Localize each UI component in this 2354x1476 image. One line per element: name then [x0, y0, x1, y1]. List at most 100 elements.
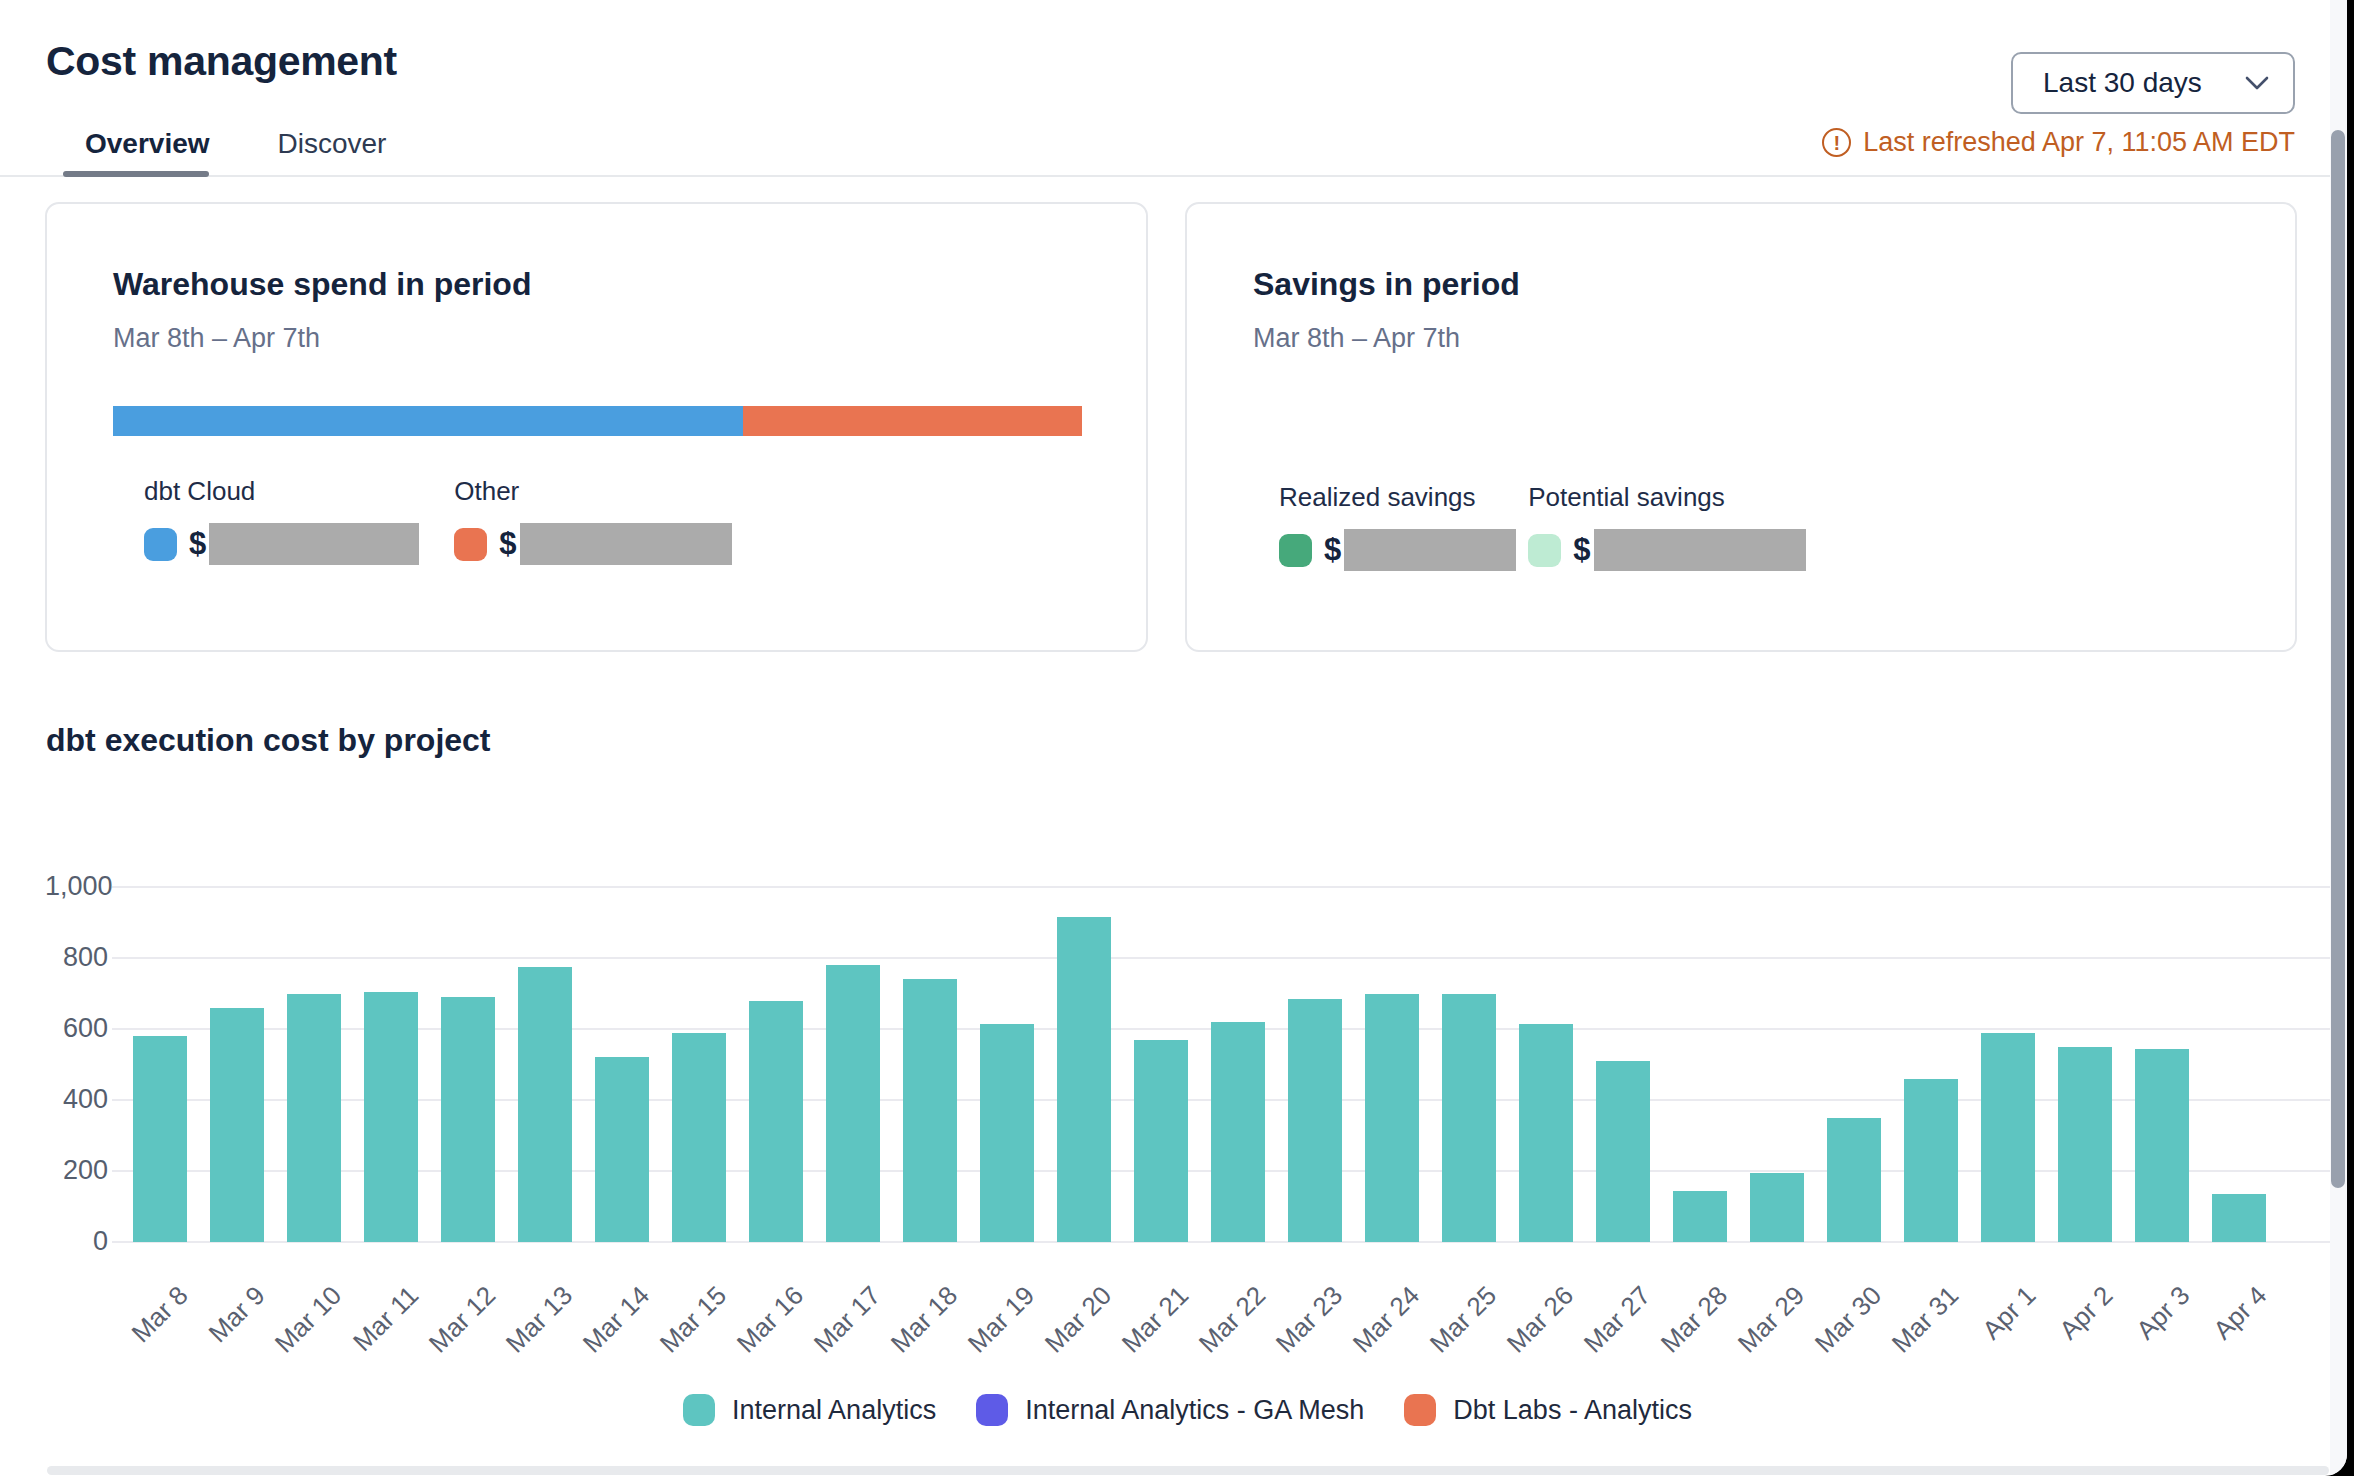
chart-bar [1519, 1024, 1573, 1242]
horizontal-scrollbar[interactable] [47, 1466, 2329, 1475]
chart-bar-segment [518, 967, 572, 1242]
x-axis-label: Mar 31 [1886, 1280, 1965, 1359]
chart-bar [1673, 1191, 1727, 1242]
x-axis-label: Mar 10 [269, 1280, 348, 1359]
chart-bar [364, 992, 418, 1242]
legend-item-label: Internal Analytics - GA Mesh [1025, 1395, 1364, 1426]
vertical-scrollbar-thumb[interactable] [2331, 130, 2345, 1188]
chart-bar [1211, 1022, 1265, 1242]
x-axis-label: Mar 19 [962, 1280, 1041, 1359]
last-refreshed-text: Last refreshed Apr 7, 11:05 AM EDT [1863, 127, 2295, 158]
chart-bar-segment [1673, 1191, 1727, 1242]
x-axis-label: Mar 20 [1039, 1280, 1118, 1359]
tab-overview[interactable]: Overview [85, 128, 210, 160]
x-axis-label: Mar 29 [1732, 1280, 1811, 1359]
warehouse-spend-card: Warehouse spend in period Mar 8th – Apr … [45, 202, 1148, 652]
x-axis-label: Mar 23 [1270, 1280, 1349, 1359]
spend-legend-other: Other $ [454, 476, 731, 565]
chart-bar-segment [133, 1036, 187, 1242]
chart-bar-segment [287, 994, 341, 1243]
gridline [112, 957, 2330, 959]
chart-bar [980, 1024, 1034, 1242]
chart-bar-segment [1750, 1173, 1804, 1242]
y-axis-label: 600 [45, 1013, 108, 1044]
exclamation-circle-icon: ! [1822, 128, 1851, 157]
vertical-scrollbar-track[interactable] [2330, 0, 2347, 1476]
x-axis-label: Mar 28 [1655, 1280, 1734, 1359]
card-title: Savings in period [1253, 266, 2229, 303]
tab-discover[interactable]: Discover [278, 128, 387, 160]
x-axis-label: Mar 11 [347, 1280, 425, 1358]
legend-label: Realized savings [1279, 482, 1516, 513]
currency-symbol: $ [499, 526, 516, 562]
x-axis-label: Mar 15 [654, 1280, 733, 1359]
chart-bar [1134, 1040, 1188, 1242]
x-axis-label: Mar 18 [885, 1280, 964, 1359]
last-refreshed-status: ! Last refreshed Apr 7, 11:05 AM EDT [1822, 127, 2295, 158]
chart-legend-item[interactable]: Internal Analytics - GA Mesh [976, 1394, 1364, 1426]
chart-bar-segment [980, 1024, 1034, 1242]
spend-segment [113, 406, 743, 436]
chart-legend-item[interactable]: Internal Analytics [683, 1394, 936, 1426]
card-date-range: Mar 8th – Apr 7th [113, 323, 1080, 354]
chart-bar [826, 965, 880, 1242]
period-select-dropdown[interactable]: Last 30 days [2011, 52, 2295, 114]
chart-bar [2058, 1047, 2112, 1242]
chart-bar-segment [2135, 1049, 2189, 1242]
chart-bar-segment [364, 992, 418, 1242]
y-axis-label: 800 [45, 942, 108, 973]
x-axis-label: Mar 25 [1424, 1280, 1503, 1359]
chart-bar [1365, 994, 1419, 1243]
execution-cost-chart: 02004006008001,000Mar 8Mar 9Mar 10Mar 11… [45, 860, 2330, 1360]
potential-savings-group: Potential savings $ [1528, 482, 1805, 571]
chart-bar [1442, 994, 1496, 1243]
chart-bar-segment [2212, 1194, 2266, 1242]
realized-savings-swatch [1279, 534, 1312, 567]
chart-bar [1981, 1033, 2035, 1242]
period-select-value: Last 30 days [2043, 67, 2202, 99]
chart-bar-segment [210, 1008, 264, 1242]
masked-value [1594, 529, 1806, 571]
legend-swatch [683, 1394, 715, 1426]
realized-savings-group: Realized savings $ [1279, 482, 1516, 571]
gridline [112, 886, 2330, 888]
legend-item-label: Dbt Labs - Analytics [1453, 1395, 1692, 1426]
chart-bar [1288, 999, 1342, 1242]
header-divider [0, 175, 2347, 177]
other-swatch [454, 528, 487, 561]
x-axis-label: Mar 12 [423, 1280, 502, 1359]
masked-value [209, 523, 419, 565]
chart-bar-segment [1365, 994, 1419, 1243]
legend-swatch [976, 1394, 1008, 1426]
card-title: Warehouse spend in period [113, 266, 1080, 303]
y-axis-label: 400 [45, 1084, 108, 1115]
chart-legend-item[interactable]: Dbt Labs - Analytics [1404, 1394, 1692, 1426]
x-axis-label: Apr 1 [1976, 1280, 2042, 1346]
x-axis-label: Mar 14 [577, 1280, 656, 1359]
legend-label: dbt Cloud [144, 476, 419, 507]
chart-legend: Internal Analytics Internal Analytics - G… [45, 1394, 2330, 1426]
x-axis-label: Mar 21 [1116, 1280, 1195, 1359]
chart-bar [287, 994, 341, 1243]
chart-bar-segment [672, 1033, 726, 1242]
card-date-range: Mar 8th – Apr 7th [1253, 323, 2229, 354]
chart-bar-segment [1981, 1033, 2035, 1242]
chevron-down-icon [2245, 76, 2269, 90]
x-axis-label: Mar 27 [1578, 1280, 1657, 1359]
x-axis-label: Apr 3 [2130, 1280, 2196, 1346]
chart-bar [1750, 1173, 1804, 1242]
chart-bar [210, 1008, 264, 1242]
chart-bar-segment [1211, 1022, 1265, 1242]
currency-symbol: $ [189, 526, 206, 562]
x-axis-label: Mar 16 [731, 1280, 810, 1359]
chart-bar-segment [826, 965, 880, 1242]
x-axis-label: Mar 17 [808, 1280, 887, 1359]
chart-bar [2135, 1049, 2189, 1242]
legend-label: Other [454, 476, 731, 507]
chart-bar [441, 997, 495, 1242]
chart-bar-segment [1904, 1079, 1958, 1242]
chart-bar-segment [1519, 1024, 1573, 1242]
chart-bar-segment [1057, 917, 1111, 1242]
chart-bar [595, 1057, 649, 1242]
chart-bar [133, 1036, 187, 1242]
